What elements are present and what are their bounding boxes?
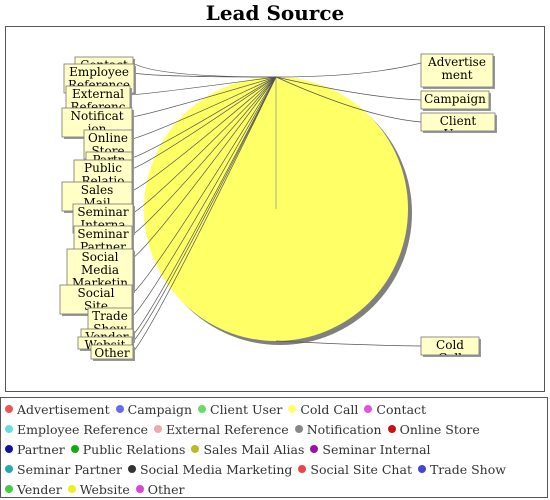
legend-label: Online Store (399, 421, 480, 437)
legend-swatch (128, 465, 136, 473)
leader-line-notification (131, 76, 277, 118)
legend-swatch (5, 485, 13, 493)
slice-label-text: Campaign (424, 92, 486, 106)
legend-swatch (5, 425, 13, 433)
legend-label: Trade Show (429, 461, 506, 477)
legend-swatch (5, 445, 13, 453)
legend-item-vender[interactable]: Vender (5, 479, 62, 499)
legend-item-trade-show[interactable]: Trade Show (417, 459, 506, 479)
legend-swatch (70, 445, 79, 453)
legend-item-online-store[interactable]: Online Store (387, 419, 480, 439)
slice-label-text: Cold Call (436, 338, 464, 365)
leader-line-advertisement (275, 62, 422, 78)
slice-label-other: Other (90, 344, 135, 361)
legend-swatch (310, 445, 319, 453)
slice-label-text: Vender (85, 330, 129, 344)
legend-item-website[interactable]: Website (67, 479, 130, 499)
legend: Advertisement Campaign Client User Cold Cal… (0, 397, 548, 498)
legend-swatch (5, 405, 13, 413)
legend-label: External Reference (166, 421, 289, 437)
legend-swatch (67, 485, 76, 493)
legend-label: Partner (17, 441, 65, 457)
chart-title: Lead Source (205, 1, 345, 25)
legend-label: Sales Mail Alias (203, 441, 305, 457)
legend-swatch (115, 405, 124, 413)
leader-line-other (132, 76, 277, 353)
legend-item-other[interactable]: Other (135, 479, 185, 499)
pie-chart: ContactEmployeeReferenceExternalReferenc… (59, 53, 497, 365)
slice-label-text: Partner (93, 153, 126, 180)
legend-label: Seminar Internal (322, 441, 431, 457)
slice-label-text: Other (94, 346, 129, 360)
legend-label: Public Relations (82, 441, 186, 457)
legend-label: Social Site Chat (310, 461, 412, 477)
legend-label: Notification (306, 421, 382, 437)
plot-area: ContactEmployeeReferenceExternalReferenc… (5, 26, 545, 392)
legend-item-social-media-marketing[interactable]: Social Media Marketing (128, 459, 292, 479)
legend-item-campaign[interactable]: Campaign (115, 399, 192, 419)
legend-label: Other (147, 481, 185, 497)
legend-swatch (191, 445, 200, 453)
leader-line-trade-show (131, 76, 277, 318)
legend-item-advertisement[interactable]: Advertisement (5, 399, 110, 419)
slice-label-text: Contact (80, 58, 128, 72)
legend-swatch (154, 425, 162, 433)
legend-swatch (135, 485, 144, 493)
leader-line-sales-mail-alias (131, 76, 277, 192)
legend-item-sales-mail-alias[interactable]: Sales Mail Alias (191, 439, 304, 459)
legend-item-cold-call[interactable]: Cold Call (288, 399, 358, 419)
slice-label-advertisement: Advertise ment (420, 53, 495, 89)
slice-label-cold-call: Cold Call (420, 336, 481, 365)
legend-item-public-relations[interactable]: Public Relations (70, 439, 186, 459)
legend-label: Contact (376, 401, 427, 417)
legend-label: Campaign (127, 401, 192, 417)
leader-line-campaign (275, 76, 422, 101)
legend-swatch (387, 425, 396, 433)
legend-label: Cold Call (300, 401, 359, 417)
legend-item-notification[interactable]: Notification (294, 419, 382, 439)
legend-label: Advertisement (17, 401, 110, 417)
legend-label: Client User (210, 401, 283, 417)
legend-item-social-site-chat[interactable]: Social Site Chat (298, 459, 412, 479)
leader-line-social-media-marketing (132, 76, 277, 259)
legend-swatch (417, 465, 426, 473)
leader-line-employee-reference (133, 72, 277, 78)
leader-line-online-store (131, 76, 277, 140)
legend-label: Website (79, 481, 130, 497)
legend-item-seminar-partner[interactable]: Seminar Partner (5, 459, 122, 479)
leader-line-external-reference (129, 76, 277, 96)
leader-line-vender (132, 76, 277, 336)
leader-line-public-relations (131, 76, 277, 170)
slice-label-text: Website (85, 338, 126, 365)
legend-swatch (288, 405, 297, 413)
leader-line-seminar-partner (131, 76, 277, 236)
legend-label: Social Media Marketing (140, 461, 293, 477)
slice-label-campaign: Campaign (420, 90, 491, 111)
leader-line-website (131, 76, 277, 344)
legend-item-partner[interactable]: Partner (5, 439, 65, 459)
leader-line-seminar-internal (132, 76, 277, 214)
leader-line-social-site-chat (131, 76, 277, 295)
legend-item-external-reference[interactable]: External Reference (154, 419, 289, 439)
legend-label: Employee Reference (17, 421, 148, 437)
leader-line-partner (131, 76, 277, 159)
legend-item-seminar-internal[interactable]: Seminar Internal (310, 439, 431, 459)
leader-line-cold-call (275, 340, 422, 347)
slice-label-client-user: Client User (420, 112, 497, 141)
legend-item-employee-reference[interactable]: Employee Reference (5, 419, 148, 439)
legend-swatch (198, 405, 206, 413)
legend-item-client-user[interactable]: Client User (198, 399, 282, 419)
legend-swatch (298, 465, 307, 473)
legend-swatch (364, 405, 373, 413)
legend-label: Seminar Partner (17, 461, 122, 477)
legend-label: Vender (17, 481, 62, 497)
legend-swatch (294, 425, 303, 433)
slice-label-text: Advertise ment (427, 55, 486, 82)
slice-label-text: Client User (440, 114, 477, 141)
legend-swatch (5, 465, 13, 473)
legend-item-contact[interactable]: Contact (364, 399, 426, 419)
leader-line-client-user (275, 76, 422, 123)
